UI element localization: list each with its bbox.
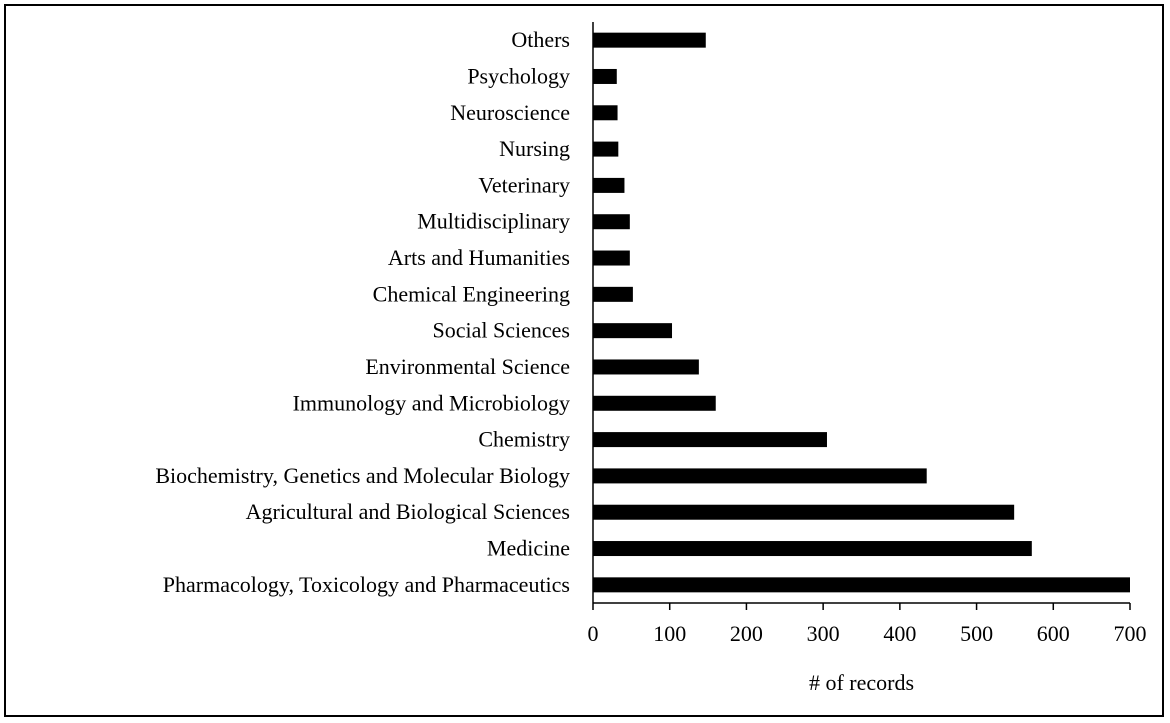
bar (593, 323, 673, 339)
category-label: Immunology and Microbiology (293, 390, 570, 415)
category-label: Arts and Humanities (388, 245, 570, 270)
x-axis-title: # of records (809, 670, 914, 695)
bar (593, 468, 927, 484)
bar (593, 541, 1032, 557)
bar (593, 141, 619, 157)
bar (593, 504, 1015, 520)
category-label: Chemistry (478, 427, 570, 452)
bar (593, 105, 618, 121)
category-label: Agricultural and Biological Sciences (246, 499, 570, 524)
category-label: Medicine (487, 536, 570, 561)
category-label: Nursing (499, 136, 570, 161)
x-tick-label: 100 (653, 621, 686, 646)
category-label: Chemical Engineering (373, 281, 570, 306)
x-tick-label: 200 (730, 621, 763, 646)
x-tick-label: 300 (807, 621, 840, 646)
category-label: Psychology (467, 63, 570, 88)
bar (593, 395, 716, 411)
bar (593, 286, 633, 302)
bar (593, 177, 625, 193)
bar (593, 214, 630, 230)
bar (593, 432, 827, 448)
bar (593, 359, 699, 375)
bars-group (593, 32, 1130, 593)
category-label: Others (511, 27, 570, 52)
category-label: Veterinary (478, 172, 570, 197)
category-label: Biochemistry, Genetics and Molecular Bio… (155, 463, 570, 488)
category-label: Pharmacology, Toxicology and Pharmaceuti… (163, 572, 570, 597)
x-tick-label: 0 (588, 621, 599, 646)
chart-frame (4, 4, 1164, 717)
x-tick-label: 400 (883, 621, 916, 646)
category-labels: Pharmacology, Toxicology and Pharmaceuti… (155, 27, 570, 597)
category-label: Environmental Science (365, 354, 570, 379)
category-label: Neuroscience (450, 100, 570, 125)
category-label: Social Sciences (433, 318, 570, 343)
x-axis-ticks: 0 100 200 300 400 500 600 700 (588, 603, 1147, 646)
x-tick-label: 600 (1037, 621, 1070, 646)
category-label: Multidisciplinary (417, 209, 570, 234)
bar (593, 32, 706, 48)
bar (593, 577, 1130, 593)
bar (593, 68, 617, 84)
bar (593, 250, 630, 266)
x-tick-label: 500 (960, 621, 993, 646)
x-tick-label: 700 (1114, 621, 1147, 646)
